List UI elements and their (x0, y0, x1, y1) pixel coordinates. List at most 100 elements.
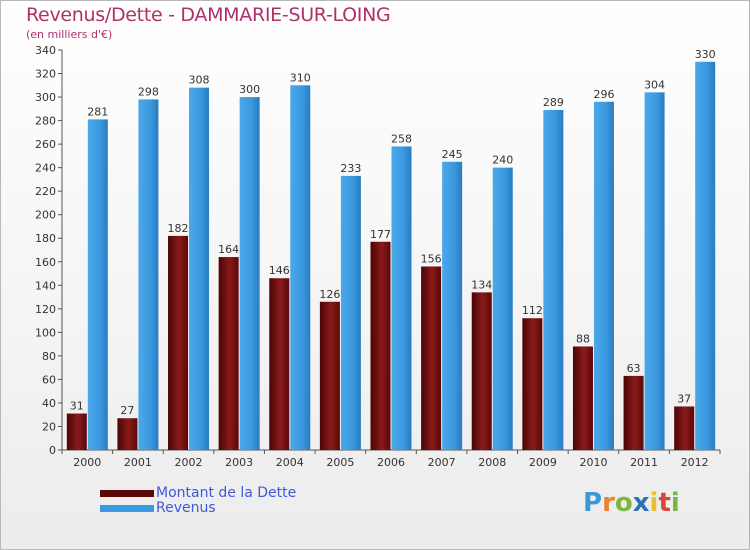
y-tick-label: 40 (42, 397, 56, 410)
x-tick-label: 2009 (529, 456, 557, 469)
x-tick-label: 2005 (326, 456, 354, 469)
revenus-value-label: 310 (290, 71, 311, 84)
y-tick-label: 60 (42, 373, 56, 386)
y-tick-label: 180 (35, 232, 56, 245)
x-tick-label: 2010 (579, 456, 607, 469)
revenus-value-label: 300 (239, 83, 260, 96)
revenus-bar (593, 101, 614, 450)
dette-bar (218, 257, 239, 450)
y-tick-label: 280 (35, 115, 56, 128)
dette-bar (522, 318, 543, 450)
dette-value-label: 63 (627, 362, 641, 375)
revenus-bar (492, 167, 513, 450)
dette-bar (421, 266, 442, 450)
dette-bar (168, 235, 189, 450)
dette-value-label: 31 (70, 400, 84, 413)
chart-subtitle: (en milliers d'€) (26, 28, 113, 41)
dette-value-label: 182 (168, 222, 189, 235)
y-tick-label: 300 (35, 91, 56, 104)
revenus-bar (87, 119, 108, 450)
y-tick-label: 220 (35, 185, 56, 198)
x-tick-label: 2008 (478, 456, 506, 469)
y-tick-label: 200 (35, 209, 56, 222)
revenus-value-label: 304 (644, 78, 665, 91)
revenus-bar (695, 61, 716, 450)
x-tick-label: 2003 (225, 456, 253, 469)
revenus-value-label: 281 (87, 105, 108, 118)
dette-value-label: 126 (319, 288, 340, 301)
x-tick-label: 2001 (124, 456, 152, 469)
y-tick-label: 0 (49, 444, 56, 457)
dette-value-label: 164 (218, 243, 239, 256)
x-tick-label: 2012 (681, 456, 709, 469)
chart-title: Revenus/Dette - DAMMARIE-SUR-LOING (26, 4, 391, 26)
legend-item-dette: Montant de la Dette (100, 486, 296, 501)
dette-bar (319, 301, 340, 450)
y-tick-label: 160 (35, 256, 56, 269)
y-tick-label: 340 (35, 44, 56, 57)
dette-bar (471, 292, 492, 450)
dette-bar (572, 346, 593, 450)
logo-letter: r (602, 488, 615, 518)
revenus-bar (138, 99, 159, 450)
dette-bar (269, 278, 290, 450)
dette-value-label: 146 (269, 264, 290, 277)
y-tick-label: 240 (35, 162, 56, 175)
revenus-value-label: 298 (138, 85, 159, 98)
revenus-value-label: 245 (442, 148, 463, 161)
revenus-bar (290, 85, 311, 450)
revenus-bar (189, 87, 210, 450)
x-tick-label: 2006 (377, 456, 405, 469)
logo-letter: i (649, 488, 659, 518)
dette-value-label: 156 (421, 252, 442, 265)
y-tick-label: 100 (35, 326, 56, 339)
y-tick-label: 20 (42, 420, 56, 433)
dette-value-label: 88 (576, 332, 590, 345)
logo-letter: o (614, 488, 633, 518)
x-tick-label: 2011 (630, 456, 658, 469)
dette-bar (117, 418, 138, 450)
legend-swatch-dette (100, 490, 154, 497)
revenus-bar (442, 161, 463, 450)
y-tick-label: 80 (42, 350, 56, 363)
revenus-bar (543, 110, 564, 450)
revenus-bar (239, 97, 260, 450)
dette-value-label: 177 (370, 228, 391, 241)
x-tick-label: 2000 (73, 456, 101, 469)
dette-bar (623, 375, 644, 450)
dette-value-label: 134 (471, 278, 492, 291)
dette-bar (66, 413, 87, 450)
y-tick-label: 120 (35, 303, 56, 316)
logo-letter: x (632, 488, 650, 518)
dette-bar (370, 241, 391, 450)
logo-letter: P (583, 488, 603, 518)
revenus-bar (391, 146, 412, 450)
dette-value-label: 112 (522, 304, 543, 317)
legend-swatch-revenus (100, 505, 154, 512)
revenus-value-label: 296 (593, 88, 614, 101)
logo-letter: i (670, 488, 680, 518)
x-tick-label: 2004 (276, 456, 304, 469)
revenus-value-label: 330 (695, 48, 716, 61)
legend-label-dette: Montant de la Dette (156, 485, 297, 501)
dette-value-label: 37 (677, 392, 691, 405)
revenus-value-label: 233 (340, 162, 361, 175)
revenus-value-label: 289 (543, 96, 564, 109)
legend-item-revenus: Revenus (100, 501, 296, 516)
x-tick-label: 2007 (428, 456, 456, 469)
proxiti-logo: Proxiti (583, 488, 680, 518)
chart-legend: Montant de la Dette Revenus (100, 486, 296, 516)
revenus-value-label: 258 (391, 132, 412, 145)
revenus-value-label: 308 (189, 74, 210, 87)
y-tick-label: 140 (35, 279, 56, 292)
logo-letter: t (658, 488, 671, 518)
legend-label-revenus: Revenus (156, 500, 216, 516)
revenus-value-label: 240 (492, 154, 513, 167)
dette-value-label: 27 (120, 404, 134, 417)
revenus-bar (644, 92, 665, 451)
dette-bar (674, 406, 695, 450)
revenus-bar (340, 175, 361, 450)
x-tick-label: 2002 (175, 456, 203, 469)
y-tick-label: 320 (35, 68, 56, 81)
